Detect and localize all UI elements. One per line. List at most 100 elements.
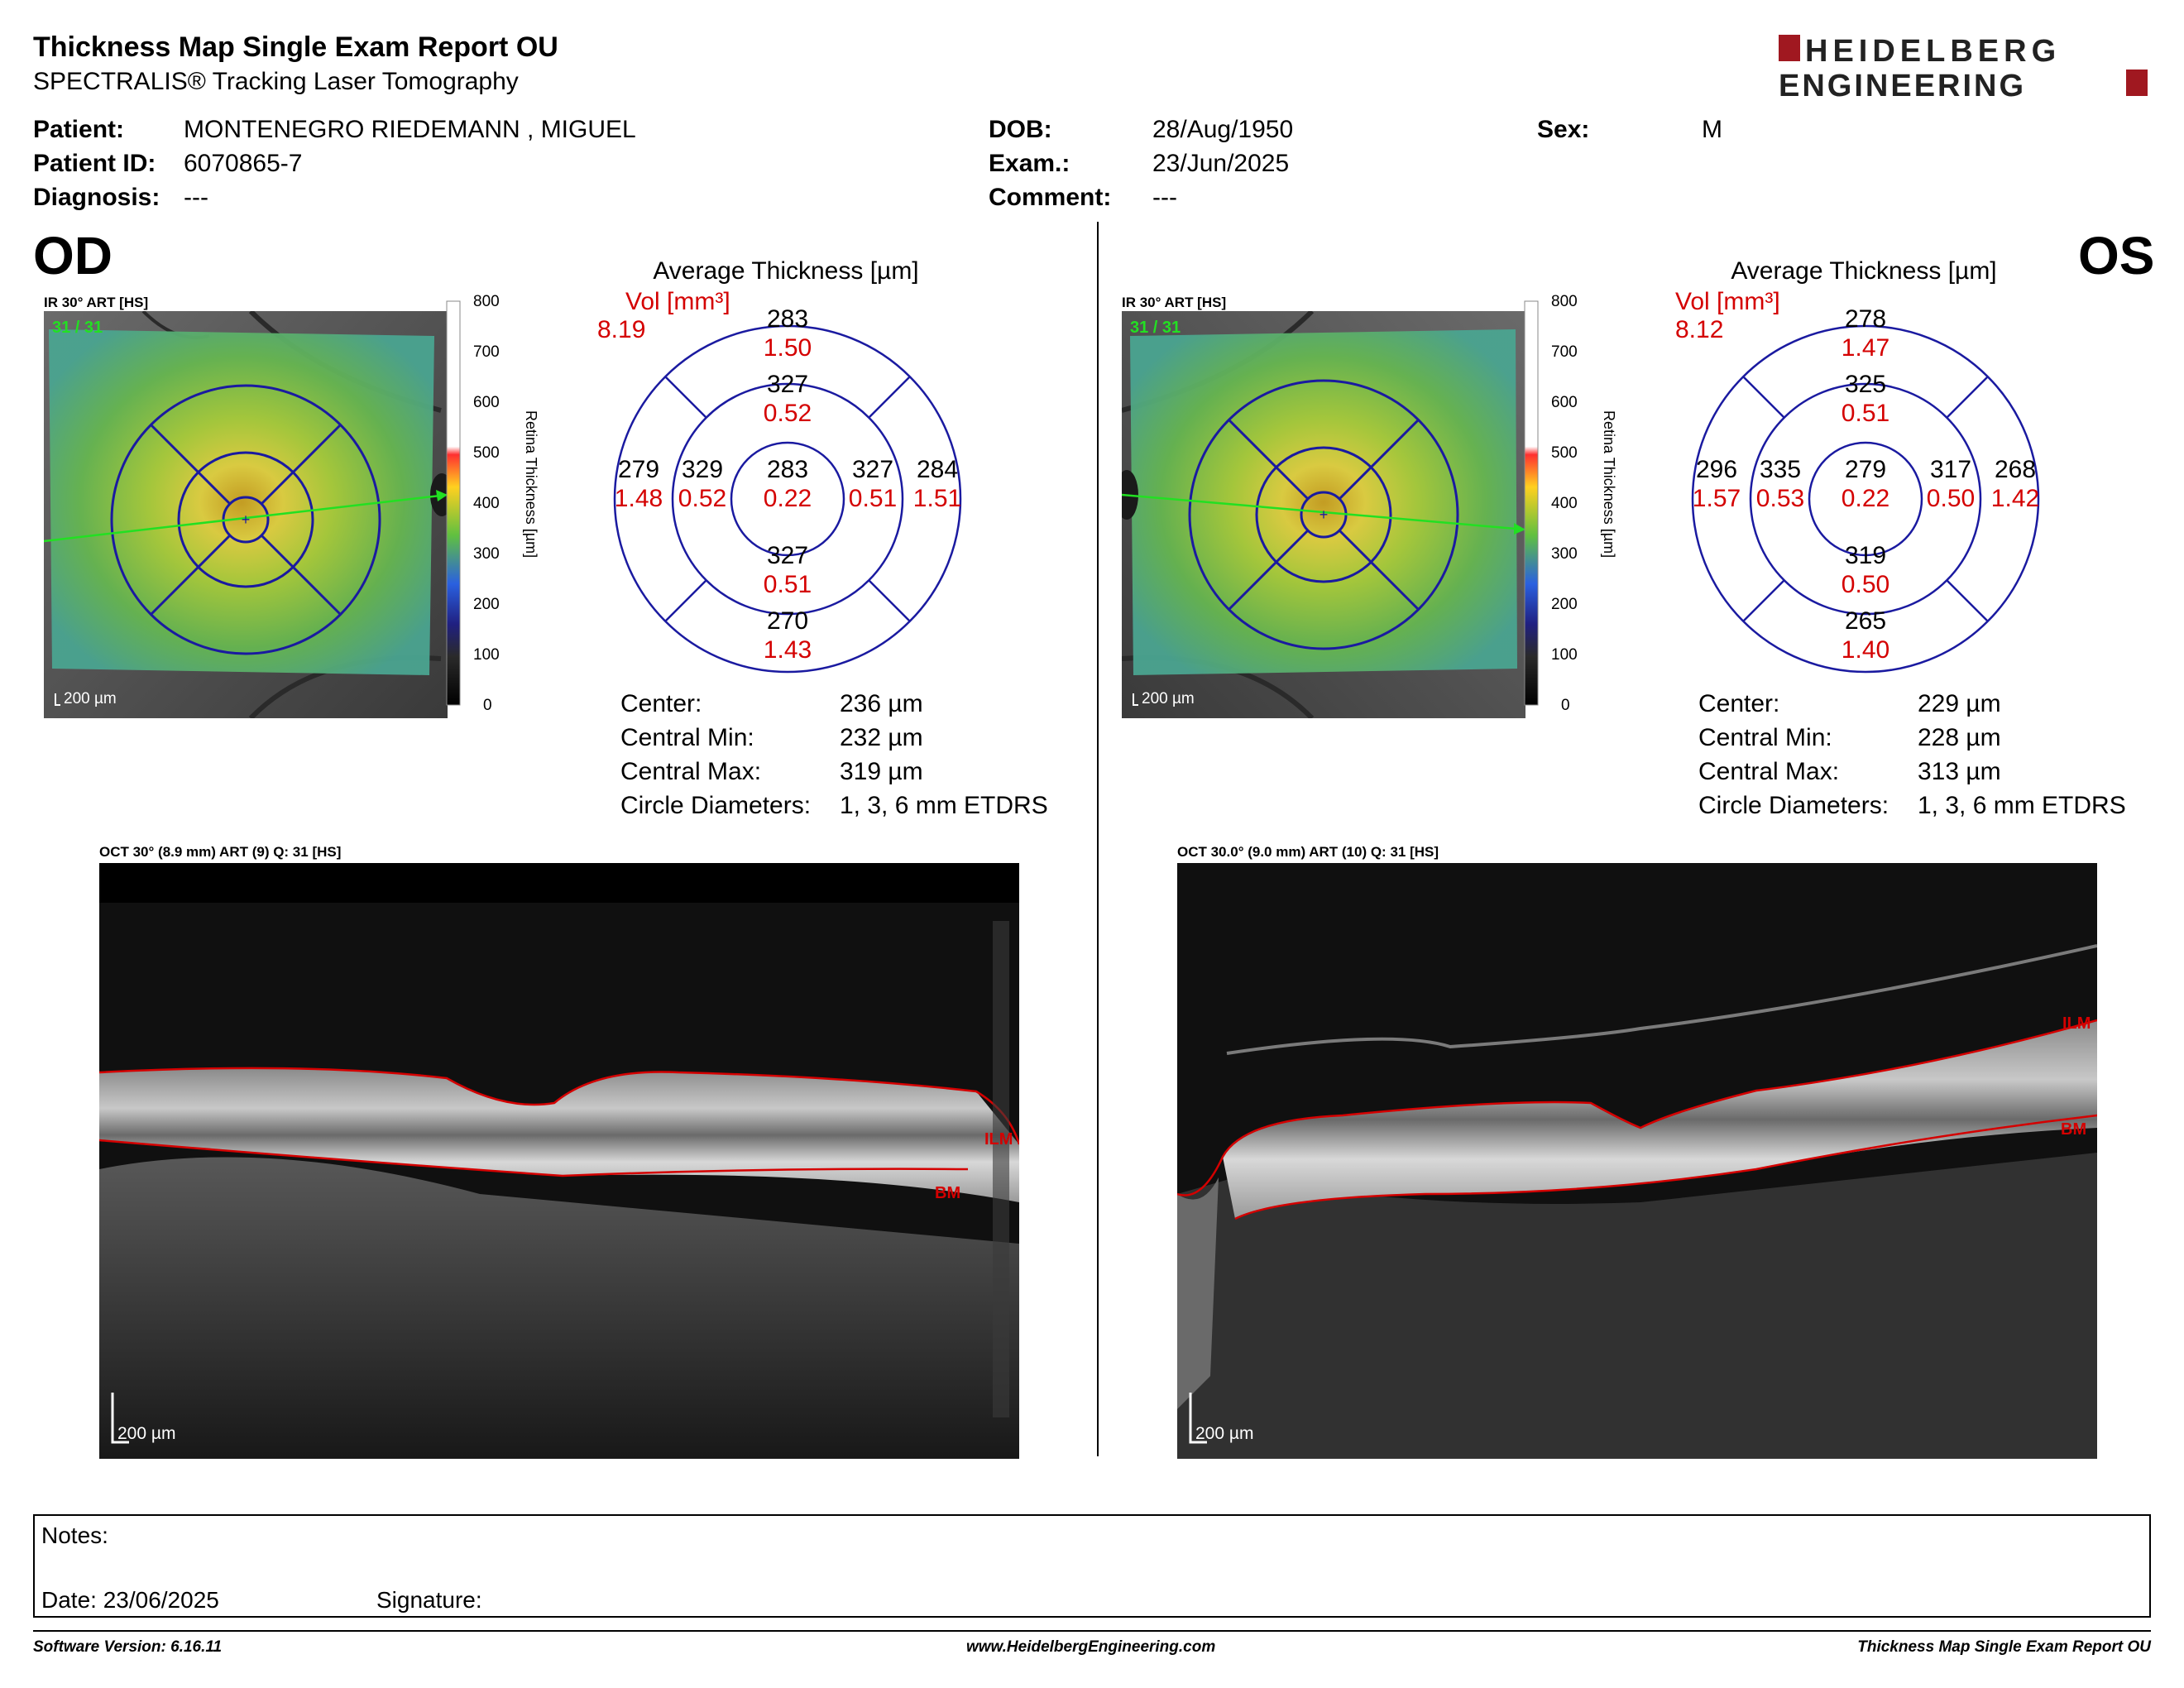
os-outer-left-thickness: 296 — [1696, 456, 1737, 483]
os-stat-value-center: 229 µm — [1918, 690, 2001, 717]
os-colorbar: 800 700 600 500 400 300 200 100 0 Retina… — [1524, 295, 1617, 714]
dob: 28/Aug/1950 — [1152, 116, 1294, 143]
od-etdrs-grid: Vol [mm³] 8.19 283 1.50 327 0.52 283 0.2… — [597, 290, 962, 674]
os-center-thickness: 279 — [1845, 456, 1886, 483]
os-stat-value-min: 228 µm — [1918, 724, 2001, 751]
os-outer-left-volume: 1.57 — [1693, 485, 1741, 512]
svg-text:+: + — [1320, 506, 1329, 523]
od-stat-value-center: 236 µm — [840, 690, 923, 717]
od-stat-value-min: 232 µm — [840, 724, 923, 751]
comment-label: Comment: — [989, 184, 1112, 211]
os-stat-value-max: 313 µm — [1918, 758, 2001, 785]
diagnosis: --- — [184, 184, 208, 211]
od-cbar-tick-200: 200 — [473, 596, 500, 613]
od-center-thickness: 283 — [767, 456, 808, 483]
od-cbar-tick-300: 300 — [473, 545, 500, 563]
od-inner-right-thickness: 327 — [852, 456, 893, 483]
eye-divider — [1097, 222, 1099, 1456]
footer-website: www.HeidelbergEngineering.com — [966, 1638, 1216, 1656]
od-cbar-tick-700: 700 — [473, 343, 500, 361]
od-stat-value-max: 319 µm — [840, 758, 923, 785]
od-inner-bottom-volume: 0.51 — [764, 571, 812, 598]
eye-label-od: OD — [33, 226, 113, 285]
od-stat-label-min: Central Min: — [620, 724, 754, 751]
os-vol-label: Vol [mm³] — [1675, 290, 1780, 315]
od-avg-title: Average Thickness [µm] — [653, 257, 919, 285]
os-avg-title: Average Thickness [µm] — [1731, 257, 1997, 285]
report-title: Thickness Map Single Exam Report OU — [33, 31, 558, 63]
od-ir-counter: 31 / 31 — [52, 319, 103, 337]
od-inner-top-volume: 0.52 — [764, 400, 812, 427]
os-stat-label-min: Central Min: — [1698, 724, 1832, 751]
os-outer-top-volume: 1.47 — [1842, 334, 1889, 362]
od-inner-left-thickness: 329 — [682, 456, 723, 483]
od-inner-top-thickness: 327 — [767, 371, 808, 398]
od-stat-value-circles: 1, 3, 6 mm ETDRS — [840, 792, 1048, 819]
os-inner-top-thickness: 325 — [1845, 371, 1886, 398]
os-cbar-tick-600: 600 — [1551, 394, 1578, 411]
os-inner-right-thickness: 317 — [1930, 456, 1971, 483]
od-outer-top-thickness: 283 — [767, 305, 808, 333]
footer-rule — [33, 1630, 2151, 1632]
os-inner-left-thickness: 335 — [1760, 456, 1801, 483]
od-cbar-tick-0: 0 — [483, 697, 492, 714]
os-bm-label: BM — [2061, 1120, 2086, 1139]
notes-date: Date: 23/06/2025 — [41, 1587, 219, 1613]
od-oct-caption: OCT 30° (8.9 mm) ART (9) Q: 31 [HS] — [99, 844, 342, 860]
os-outer-right-volume: 1.42 — [1991, 485, 2039, 512]
report-subtitle: SPECTRALIS® Tracking Laser Tomography — [33, 68, 519, 95]
od-stat-label-max: Central Max: — [620, 758, 762, 785]
od-center-volume: 0.22 — [764, 485, 812, 512]
footer-software-version: Software Version: 6.16.11 — [33, 1638, 223, 1656]
os-oct-caption: OCT 30.0° (9.0 mm) ART (10) Q: 31 [HS] — [1177, 844, 1439, 860]
od-cbar-tick-400: 400 — [473, 495, 500, 512]
os-stat-label-circles: Circle Diameters: — [1698, 792, 1889, 819]
os-cbar-tick-300: 300 — [1551, 545, 1578, 563]
os-center-volume: 0.22 — [1842, 485, 1889, 512]
dob-label: DOB: — [989, 116, 1052, 143]
od-cbar-tick-100: 100 — [473, 646, 500, 664]
notes-box: Notes: Date: 23/06/2025 Signature: — [33, 1514, 2151, 1618]
patient-name: MONTENEGRO RIEDEMANN , MIGUEL — [184, 116, 636, 143]
os-ir-caption: IR 30° ART [HS] — [1122, 295, 1227, 310]
os-outer-top-thickness: 278 — [1845, 305, 1886, 333]
od-cbar-tick-800: 800 — [473, 295, 500, 310]
od-vol-label: Vol [mm³] — [625, 290, 730, 315]
os-cbar-tick-800: 800 — [1551, 295, 1578, 310]
od-thickness-map: + 31 / 31 200 µm — [44, 311, 448, 718]
os-ir-counter: 31 / 31 — [1130, 319, 1181, 337]
os-inner-left-volume: 0.53 — [1756, 485, 1804, 512]
logo-text-2: ENGINEERING — [1779, 69, 2026, 99]
diagnosis-label: Diagnosis: — [33, 184, 160, 211]
sex: M — [1702, 116, 1722, 143]
od-outer-bottom-thickness: 270 — [767, 607, 808, 635]
od-outer-left-volume: 1.48 — [615, 485, 663, 512]
os-inner-bottom-volume: 0.50 — [1842, 571, 1889, 598]
patient-id: 6070865-7 — [184, 150, 303, 177]
patient-id-label: Patient ID: — [33, 150, 156, 177]
od-cbar-tick-600: 600 — [473, 394, 500, 411]
os-cbar-tick-700: 700 — [1551, 343, 1578, 361]
od-ir-scale: 200 µm — [64, 690, 117, 707]
os-cbar-tick-0: 0 — [1561, 697, 1570, 714]
od-outer-bottom-volume: 1.43 — [764, 636, 812, 664]
os-stat-label-max: Central Max: — [1698, 758, 1840, 785]
os-outer-bottom-volume: 1.40 — [1842, 636, 1889, 664]
od-oct-bscan: ILM BM 200 µm — [99, 863, 1019, 1459]
os-cbar-tick-200: 200 — [1551, 596, 1578, 613]
os-stat-label-center: Center: — [1698, 690, 1780, 717]
od-outer-top-volume: 1.50 — [764, 334, 812, 362]
od-outer-right-thickness: 284 — [917, 456, 958, 483]
comment: --- — [1152, 184, 1177, 211]
os-vol-value: 8.12 — [1675, 316, 1723, 343]
os-oct-scale: 200 µm — [1195, 1424, 1253, 1443]
od-cbar-tick-500: 500 — [473, 444, 500, 462]
os-ir-scale: 200 µm — [1142, 690, 1195, 707]
od-outer-right-volume: 1.51 — [913, 485, 961, 512]
od-stat-label-center: Center: — [620, 690, 702, 717]
os-cbar-label: Retina Thickness [µm] — [1601, 410, 1617, 558]
os-outer-bottom-thickness: 265 — [1845, 607, 1886, 635]
os-inner-bottom-thickness: 319 — [1845, 542, 1886, 569]
od-bm-label: BM — [935, 1184, 960, 1202]
os-ilm-label: ILM — [2062, 1014, 2091, 1033]
